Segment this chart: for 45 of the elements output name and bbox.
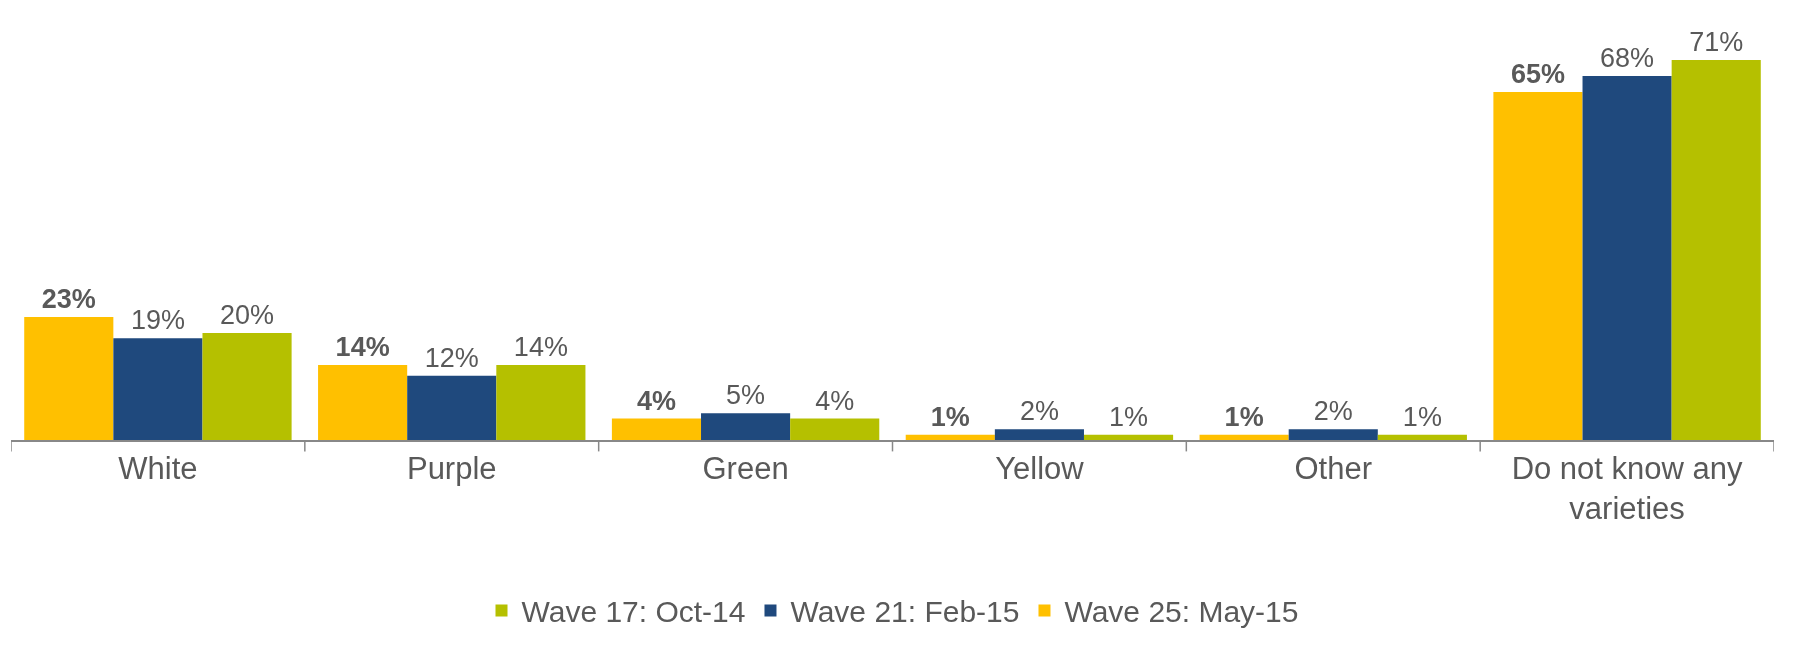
data-label: 23% xyxy=(41,283,96,314)
legend-label: Wave 25: May-15 xyxy=(1064,595,1299,629)
bar xyxy=(407,375,497,440)
bar xyxy=(905,434,995,440)
x-tick-label: Yellow xyxy=(995,450,1085,486)
data-label: 71% xyxy=(1689,27,1744,57)
bar xyxy=(1582,76,1672,440)
data-label: 12% xyxy=(424,342,479,373)
legend-label: Wave 21: Feb-15 xyxy=(790,595,1020,629)
data-label: 65% xyxy=(1510,59,1565,90)
data-label: 2% xyxy=(1019,396,1059,427)
bar xyxy=(1083,434,1174,440)
data-label: 5% xyxy=(726,380,766,411)
bar xyxy=(202,332,292,440)
bar xyxy=(1493,92,1583,440)
bar xyxy=(113,338,203,440)
data-label: 68% xyxy=(1600,43,1655,74)
x-tick-label: Do not know any varieties xyxy=(1511,450,1744,527)
bar xyxy=(994,429,1084,440)
data-label: 20% xyxy=(220,299,275,330)
data-label: 1% xyxy=(1109,401,1149,432)
data-label: 1% xyxy=(1402,401,1442,432)
bar xyxy=(1671,60,1761,440)
data-label: 4% xyxy=(636,385,676,416)
data-label: 2% xyxy=(1313,396,1353,427)
data-label: 14% xyxy=(513,332,568,363)
data-label: 1% xyxy=(930,401,970,432)
bar xyxy=(701,413,791,440)
x-tick-label: Other xyxy=(1294,450,1373,486)
data-label: 1% xyxy=(1224,401,1264,432)
bar xyxy=(611,418,702,440)
bar xyxy=(1288,429,1378,440)
bar xyxy=(1199,434,1289,440)
bar xyxy=(496,365,586,440)
data-label: 19% xyxy=(130,305,185,336)
bar xyxy=(24,316,114,440)
bar xyxy=(1377,434,1467,440)
data-label: 4% xyxy=(815,385,855,416)
bar xyxy=(318,365,408,440)
bar xyxy=(790,418,880,440)
x-tick-label: Green xyxy=(702,450,789,486)
x-tick-label: White xyxy=(118,450,198,486)
data-label: 14% xyxy=(335,332,390,363)
legend-label: Wave 17: Oct-14 xyxy=(521,595,746,629)
x-tick-label: Purple xyxy=(406,450,497,486)
